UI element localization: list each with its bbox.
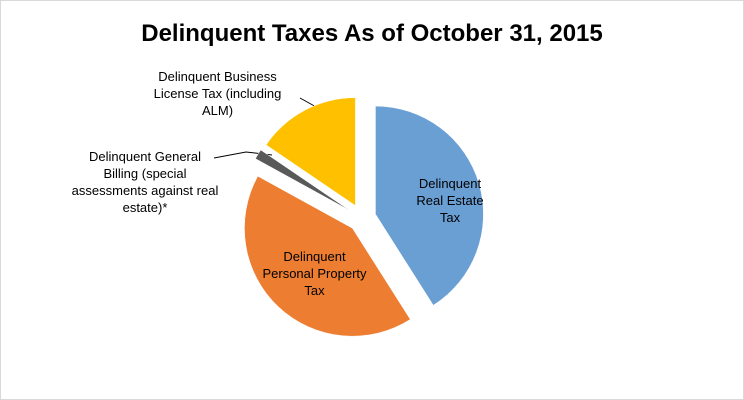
pie-slice bbox=[244, 175, 411, 337]
pie-slice bbox=[265, 97, 356, 207]
slice-label: Delinquent Business License Tax (includi… bbox=[153, 69, 282, 118]
slice-label: Delinquent Personal Property Tax bbox=[262, 249, 367, 298]
slice-label: Delinquent General Billing (special asse… bbox=[71, 149, 219, 215]
pie-slice bbox=[255, 149, 351, 211]
pie-slice bbox=[375, 105, 484, 306]
chart-title: Delinquent Taxes As of October 31, 2015 bbox=[141, 20, 603, 47]
slice-label: Delinquent Real Estate Tax bbox=[416, 176, 484, 225]
